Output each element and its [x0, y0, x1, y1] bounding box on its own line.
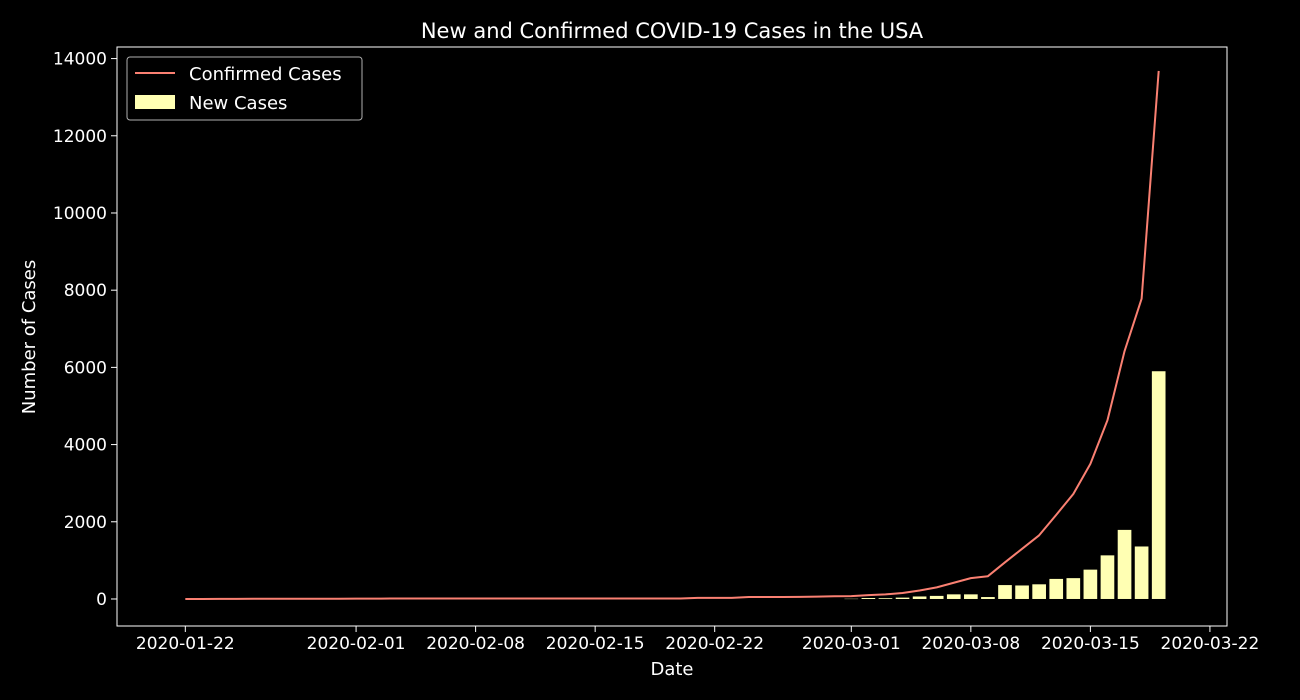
y-tick-label: 10000	[53, 204, 107, 224]
y-tick-label: 2000	[64, 513, 107, 533]
x-tick-label: 2020-02-22	[665, 634, 764, 654]
bar-new-cases	[895, 597, 910, 599]
bar-new-cases	[1032, 584, 1046, 599]
y-tick-label: 4000	[64, 436, 107, 456]
x-tick-label: 2020-02-15	[546, 634, 645, 654]
bar-new-cases	[1117, 529, 1132, 599]
legend: Confirmed Cases New Cases	[126, 56, 363, 121]
bar-new-cases	[929, 595, 944, 599]
bar-new-cases	[912, 596, 927, 599]
legend-bar-swatch	[135, 95, 175, 109]
bar-new-cases	[1151, 371, 1166, 599]
x-tick-label: 2020-03-08	[921, 634, 1020, 654]
bar-new-cases	[878, 598, 893, 599]
x-tick-label: 2020-03-01	[802, 634, 901, 654]
bar-new-cases	[998, 585, 1012, 599]
x-tick-label: 2020-01-22	[136, 634, 235, 654]
legend-box	[126, 56, 363, 121]
plot-frame	[116, 46, 1228, 627]
y-tick-label: 14000	[53, 50, 107, 70]
y-tick-label: 12000	[53, 127, 107, 147]
x-tick-label: 2020-02-01	[307, 634, 406, 654]
y-axis-label: Number of Cases	[19, 260, 40, 415]
bar-new-cases	[1049, 578, 1064, 599]
legend-label-confirmed: Confirmed Cases	[189, 64, 342, 85]
bar-new-cases	[981, 597, 995, 599]
x-tick-label: 2020-03-15	[1041, 634, 1140, 654]
bar-new-cases	[1100, 555, 1115, 599]
x-tick-label: 2020-03-22	[1161, 634, 1260, 654]
bar-new-cases	[964, 594, 978, 599]
bar-new-cases	[946, 594, 961, 599]
line-confirmed-cases	[185, 70, 1160, 600]
bar-new-cases	[1083, 569, 1098, 599]
y-tick-label: 8000	[64, 281, 107, 301]
y-tick-label: 6000	[64, 358, 107, 378]
bar-new-cases	[1015, 585, 1029, 599]
bar-new-cases	[1066, 578, 1081, 599]
legend-label-new: New Cases	[189, 93, 287, 114]
chart-title: New and Confirmed COVID-19 Cases in the …	[421, 19, 924, 43]
bar-new-cases	[1134, 546, 1149, 599]
y-tick-label: 0	[96, 590, 107, 610]
x-axis-label: Date	[650, 659, 693, 680]
x-tick-label: 2020-02-08	[426, 634, 525, 654]
bar-new-cases	[861, 598, 876, 599]
